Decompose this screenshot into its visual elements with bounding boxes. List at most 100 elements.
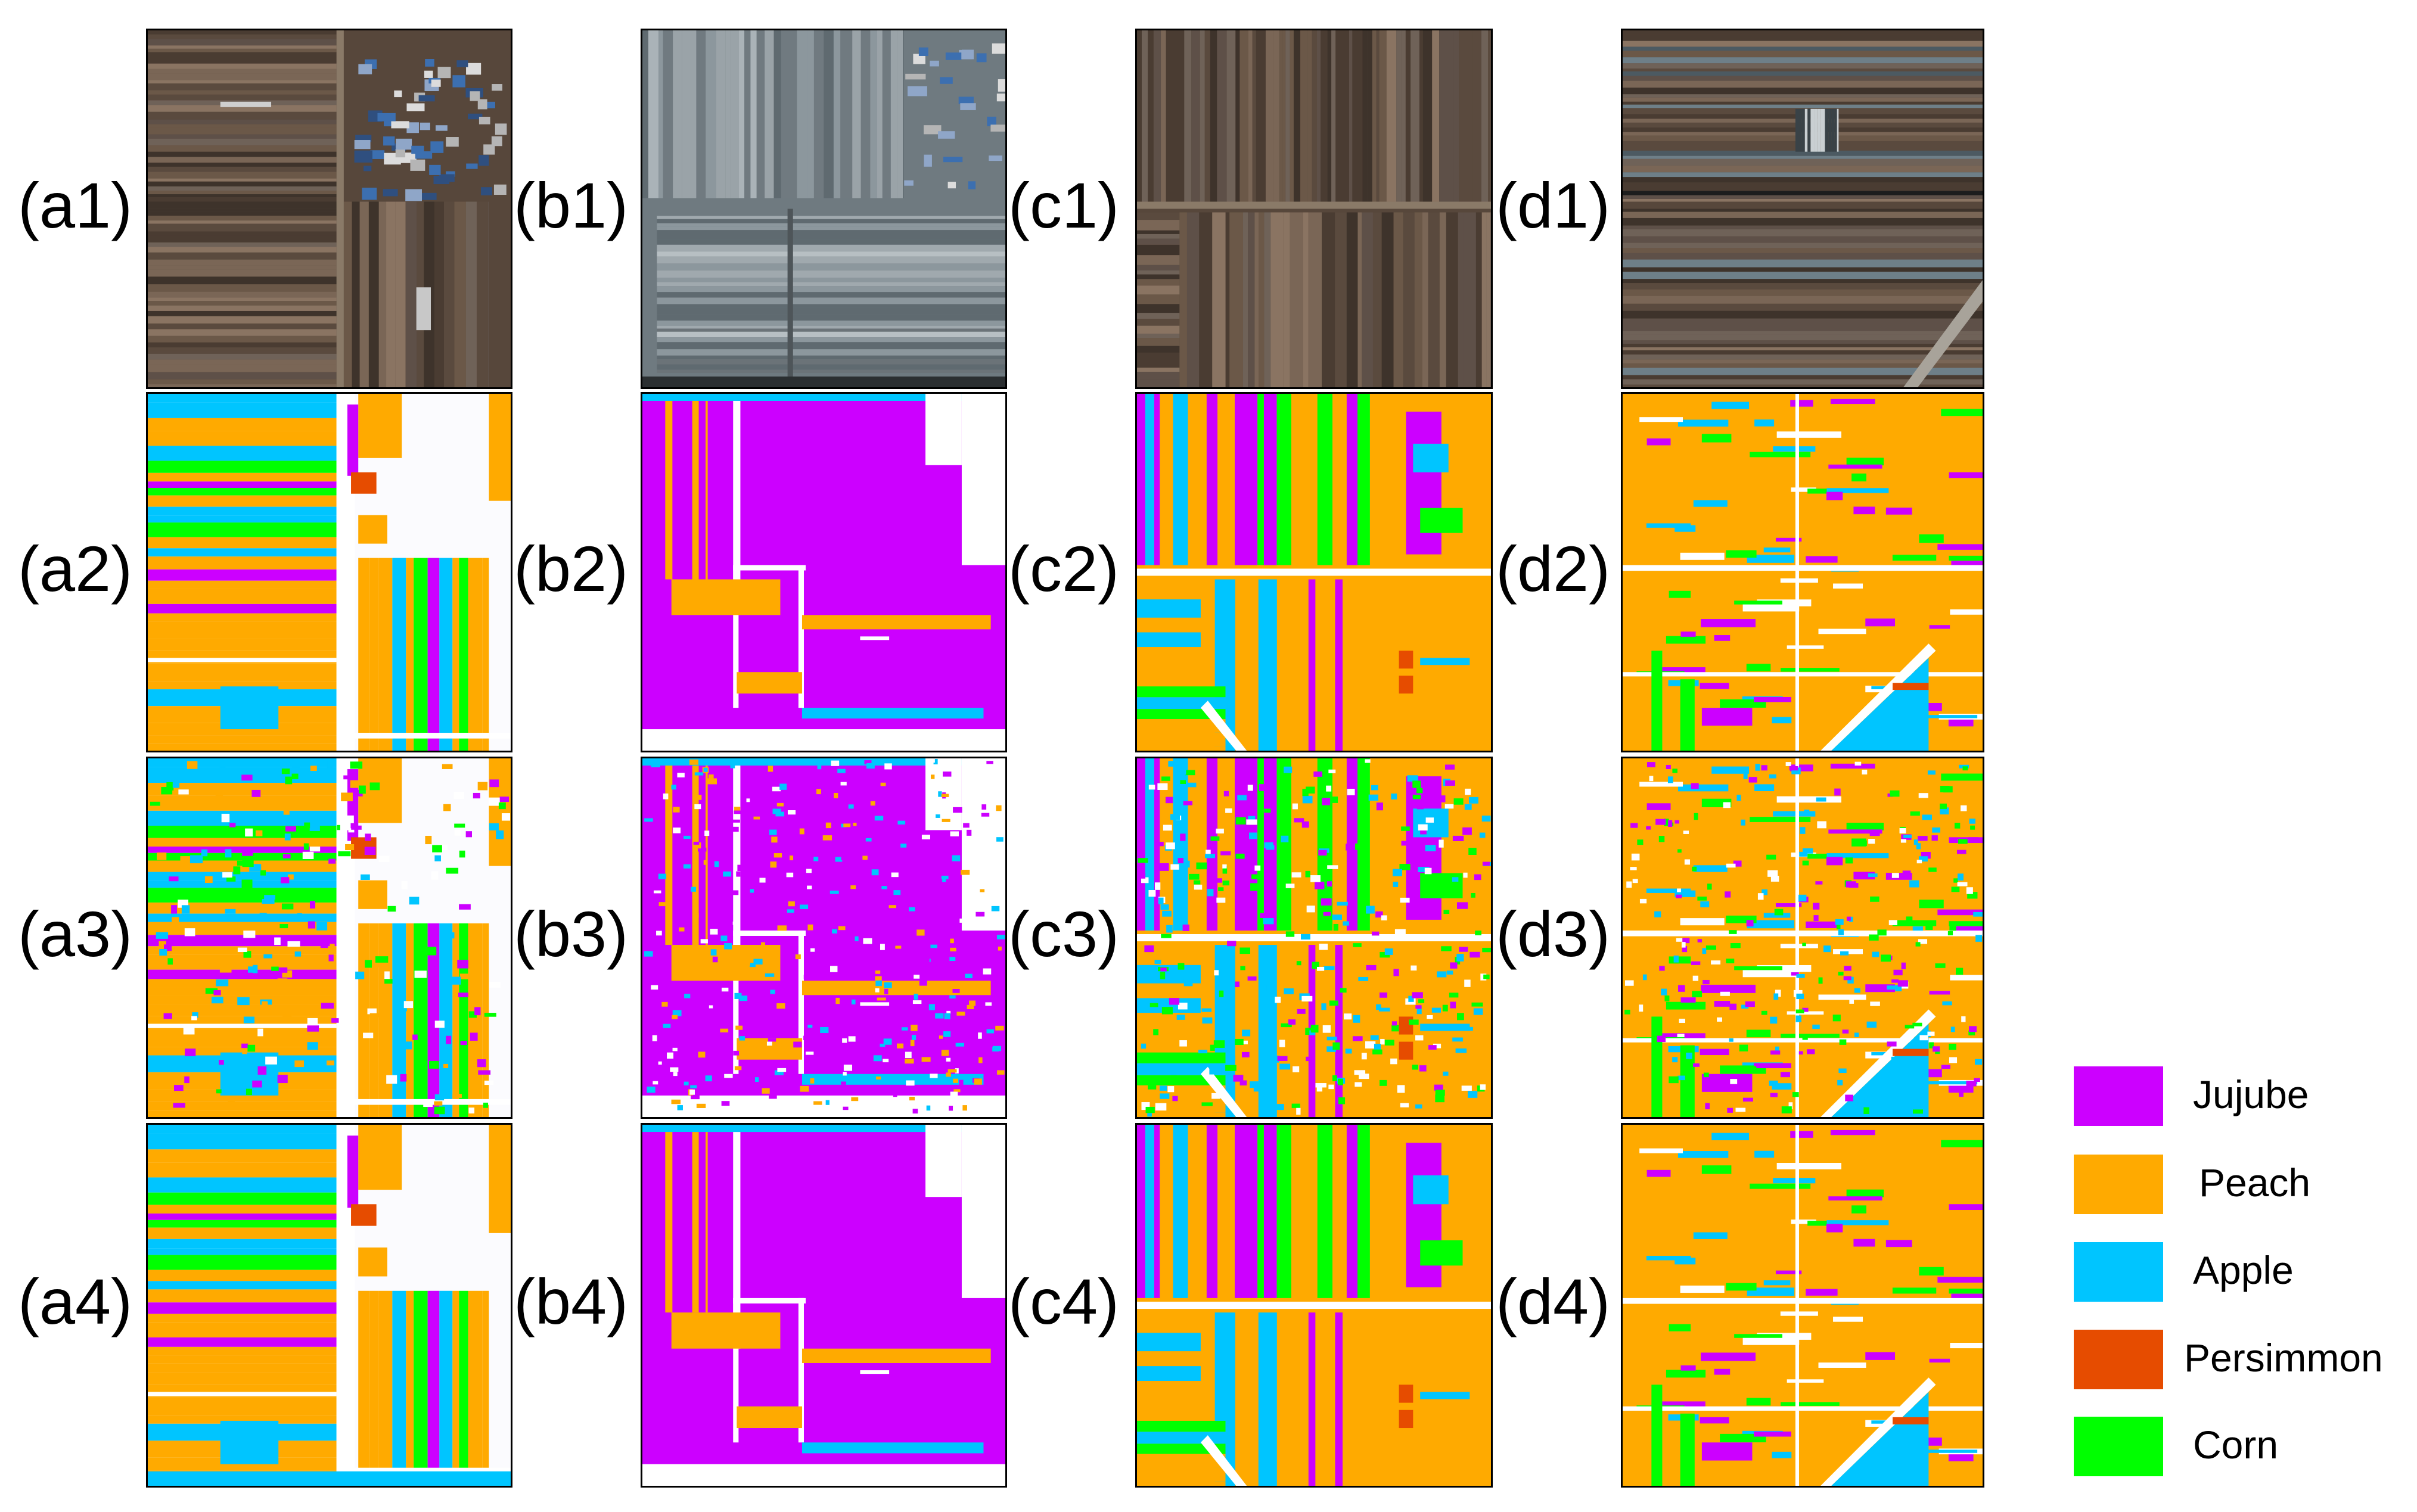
map-parcel — [698, 400, 706, 580]
map-parcel — [1767, 870, 1778, 877]
map-parcel — [1463, 872, 1468, 878]
map-parcel — [953, 1089, 961, 1093]
map-parcel — [801, 615, 991, 630]
map-parcel — [262, 899, 275, 904]
map-parcel — [1793, 990, 1803, 997]
map-parcel — [1276, 1125, 1291, 1298]
map-parcel — [384, 971, 390, 979]
map-parcel — [1774, 909, 1784, 916]
map-parcel — [1452, 835, 1464, 842]
map-parcel — [307, 921, 316, 929]
map-parcel — [661, 950, 670, 955]
map-parcel — [1736, 794, 1741, 801]
building — [968, 181, 976, 189]
map-parcel — [1623, 94, 1983, 98]
classification-map-c2 — [1135, 392, 1493, 752]
map-parcel — [1257, 758, 1264, 931]
map-parcel — [1137, 647, 1201, 651]
map-parcel — [169, 876, 179, 882]
map-parcel — [1937, 909, 1983, 916]
map-parcel — [1818, 1362, 1866, 1368]
map-parcel — [799, 828, 804, 835]
map-parcel — [1237, 795, 1247, 801]
map-parcel — [359, 785, 366, 794]
map-parcel — [1806, 921, 1838, 928]
map-parcel — [1891, 873, 1899, 878]
legend-label-corn: Corn — [2193, 1423, 2279, 1467]
map-parcel — [1225, 1065, 1237, 1071]
map-parcel — [671, 1099, 681, 1105]
map-parcel — [1432, 30, 1440, 202]
map-parcel — [1926, 1081, 1978, 1085]
building — [419, 192, 437, 200]
map-parcel — [773, 853, 782, 858]
map-parcel — [1667, 776, 1673, 783]
map-parcel — [899, 983, 905, 988]
map-parcel — [1452, 1037, 1463, 1042]
map-parcel — [944, 1013, 950, 1019]
map-parcel — [1263, 1125, 1277, 1298]
map-parcel — [950, 1091, 958, 1097]
map-parcel — [775, 811, 785, 817]
map-parcel — [769, 1093, 777, 1099]
map-parcel — [1775, 1270, 1802, 1274]
map-parcel — [148, 39, 337, 46]
map-parcel — [248, 966, 256, 973]
map-parcel — [1818, 977, 1823, 984]
map-parcel — [148, 157, 337, 163]
map-parcel — [347, 1135, 359, 1208]
map-parcel — [309, 901, 316, 909]
map-parcel — [1834, 788, 1841, 796]
map-parcel — [1378, 1007, 1390, 1012]
map-parcel — [1380, 951, 1390, 958]
map-parcel — [148, 323, 337, 329]
map-parcel — [1795, 1015, 1801, 1022]
map-parcel — [148, 208, 337, 212]
map-parcel — [963, 823, 970, 828]
map-parcel — [1137, 334, 1180, 338]
map-parcel — [1966, 1081, 1977, 1087]
map-parcel — [1678, 985, 1685, 992]
map-parcel — [671, 785, 676, 790]
map-parcel — [265, 1056, 277, 1065]
map-parcel — [1439, 30, 1449, 202]
map-parcel — [1291, 758, 1306, 931]
building — [481, 101, 496, 108]
map-parcel — [1247, 1125, 1258, 1298]
map-parcel — [489, 1125, 511, 1233]
map-parcel — [148, 1415, 337, 1424]
map-parcel — [1441, 946, 1452, 951]
map-parcel — [1227, 941, 1237, 947]
map-parcel — [1471, 1002, 1483, 1007]
map-parcel — [1233, 1075, 1244, 1082]
map-parcel — [1141, 1043, 1147, 1049]
map-parcel — [900, 844, 907, 848]
map-parcel — [148, 211, 337, 216]
map-parcel — [1377, 758, 1386, 931]
map-parcel — [454, 829, 461, 836]
map-parcel — [1137, 325, 1180, 334]
map-parcel — [243, 951, 251, 958]
map-parcel — [1293, 30, 1301, 202]
map-parcel — [1481, 212, 1487, 387]
map-parcel — [1137, 255, 1180, 265]
map-parcel — [1439, 212, 1446, 387]
map-parcel — [1846, 1189, 1884, 1197]
map-parcel — [691, 886, 697, 892]
map-parcel — [1276, 394, 1291, 565]
map-parcel — [999, 978, 1005, 984]
map-parcel — [952, 855, 961, 861]
map-parcel — [714, 861, 719, 867]
map-parcel — [657, 331, 1005, 338]
map-parcel — [928, 1004, 935, 1010]
map-parcel — [1326, 785, 1332, 792]
map-parcel — [672, 1010, 682, 1016]
map-parcel — [1919, 900, 1944, 909]
building — [446, 171, 455, 177]
map-parcel — [499, 797, 510, 802]
map-parcel — [148, 178, 337, 182]
map-parcel — [1807, 854, 1841, 859]
map-parcel — [1158, 863, 1169, 871]
building — [437, 67, 451, 79]
map-parcel — [1729, 1038, 1733, 1042]
